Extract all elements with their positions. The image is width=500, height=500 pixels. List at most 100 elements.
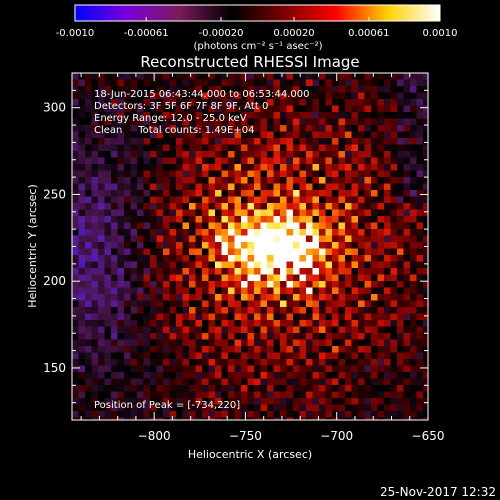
heatmap-cell xyxy=(371,300,379,308)
heatmap-cell xyxy=(176,118,184,126)
heatmap-cell xyxy=(338,300,346,308)
heatmap-cell xyxy=(319,118,327,126)
heatmap-cell xyxy=(150,209,158,217)
heatmap-cell xyxy=(189,333,197,341)
heatmap-cell xyxy=(124,183,132,191)
heatmap-cell xyxy=(358,300,366,308)
heatmap-cell xyxy=(286,105,294,113)
heatmap-cell xyxy=(390,339,398,347)
heatmap-cell xyxy=(137,73,145,81)
heatmap-cell xyxy=(78,320,86,328)
heatmap-cell xyxy=(325,99,333,107)
heatmap-cell xyxy=(137,300,145,308)
heatmap-cell xyxy=(397,190,405,198)
heatmap-cell xyxy=(364,365,372,373)
heatmap-cell xyxy=(78,365,86,373)
heatmap-cell xyxy=(169,151,177,159)
heatmap-cell xyxy=(358,352,366,360)
heatmap-cell xyxy=(319,294,327,302)
heatmap-cell xyxy=(377,196,385,204)
heatmap-cell xyxy=(260,86,268,94)
heatmap-cell xyxy=(241,222,249,230)
heatmap-cell xyxy=(267,378,275,386)
heatmap-cell xyxy=(156,372,164,380)
heatmap-cell xyxy=(130,378,138,386)
heatmap-cell xyxy=(306,326,314,334)
heatmap-cell xyxy=(312,99,320,107)
heatmap-cell xyxy=(202,144,210,152)
heatmap-cell xyxy=(195,417,203,420)
heatmap-cell xyxy=(137,339,145,347)
heatmap-cell xyxy=(78,92,86,100)
heatmap-cell xyxy=(377,248,385,256)
heatmap-cell xyxy=(176,378,184,386)
heatmap-cell xyxy=(221,229,229,237)
heatmap-cell xyxy=(267,255,275,263)
heatmap-cell xyxy=(195,294,203,302)
heatmap-cell xyxy=(293,216,301,224)
heatmap-cell xyxy=(403,99,411,107)
heatmap-cell xyxy=(390,151,398,159)
heatmap-cell xyxy=(91,307,99,315)
heatmap-cell xyxy=(254,183,262,191)
heatmap-cell xyxy=(286,112,294,120)
heatmap-cell xyxy=(117,183,125,191)
heatmap-cell xyxy=(403,385,411,393)
heatmap-cell xyxy=(150,274,158,282)
heatmap-cell xyxy=(345,404,353,412)
heatmap-cell xyxy=(332,105,340,113)
heatmap-cell xyxy=(228,151,236,159)
heatmap-cell xyxy=(280,248,288,256)
heatmap-cell xyxy=(345,190,353,198)
heatmap-cell xyxy=(338,196,346,204)
heatmap-cell xyxy=(137,118,145,126)
heatmap-cell xyxy=(189,326,197,334)
heatmap-cell xyxy=(338,131,346,139)
heatmap-cell xyxy=(325,203,333,211)
heatmap-cell xyxy=(150,157,158,165)
heatmap-cell xyxy=(163,352,171,360)
heatmap-cell xyxy=(124,339,132,347)
heatmap-cell xyxy=(293,157,301,165)
heatmap-cell xyxy=(241,300,249,308)
heatmap-cell xyxy=(358,411,366,419)
heatmap-cell xyxy=(319,216,327,224)
heatmap-cell xyxy=(202,138,210,146)
heatmap-cell xyxy=(91,300,99,308)
heatmap-cell xyxy=(416,196,424,204)
heatmap-cell xyxy=(254,339,262,347)
heatmap-cell xyxy=(98,170,106,178)
heatmap-cell xyxy=(280,255,288,263)
heatmap-cell xyxy=(215,404,223,412)
heatmap-cell xyxy=(410,73,418,81)
heatmap-cell xyxy=(397,261,405,269)
heatmap-cell xyxy=(364,294,372,302)
heatmap-cell xyxy=(163,131,171,139)
heatmap-cell xyxy=(397,144,405,152)
heatmap-cell xyxy=(332,365,340,373)
heatmap-cell xyxy=(299,79,307,87)
heatmap-cell xyxy=(332,222,340,230)
heatmap-cell xyxy=(410,326,418,334)
heatmap-cell xyxy=(351,372,359,380)
heatmap-cell xyxy=(215,73,223,81)
heatmap-cell xyxy=(377,92,385,100)
heatmap-cell xyxy=(202,190,210,198)
heatmap-cell xyxy=(364,125,372,133)
heatmap-cell xyxy=(345,131,353,139)
heatmap-cell xyxy=(384,151,392,159)
heatmap-cell xyxy=(384,112,392,120)
heatmap-cell xyxy=(91,255,99,263)
heatmap-cell xyxy=(182,372,190,380)
heatmap-cell xyxy=(208,398,216,406)
heatmap-cell xyxy=(234,164,242,172)
heatmap-cell xyxy=(299,164,307,172)
heatmap-cell xyxy=(299,339,307,347)
heatmap-cell xyxy=(137,313,145,321)
heatmap-cell xyxy=(104,177,112,185)
heatmap-cell xyxy=(306,274,314,282)
heatmap-cell xyxy=(189,242,197,250)
heatmap-cell xyxy=(273,138,281,146)
heatmap-cell xyxy=(189,255,197,263)
heatmap-cell xyxy=(299,99,307,107)
